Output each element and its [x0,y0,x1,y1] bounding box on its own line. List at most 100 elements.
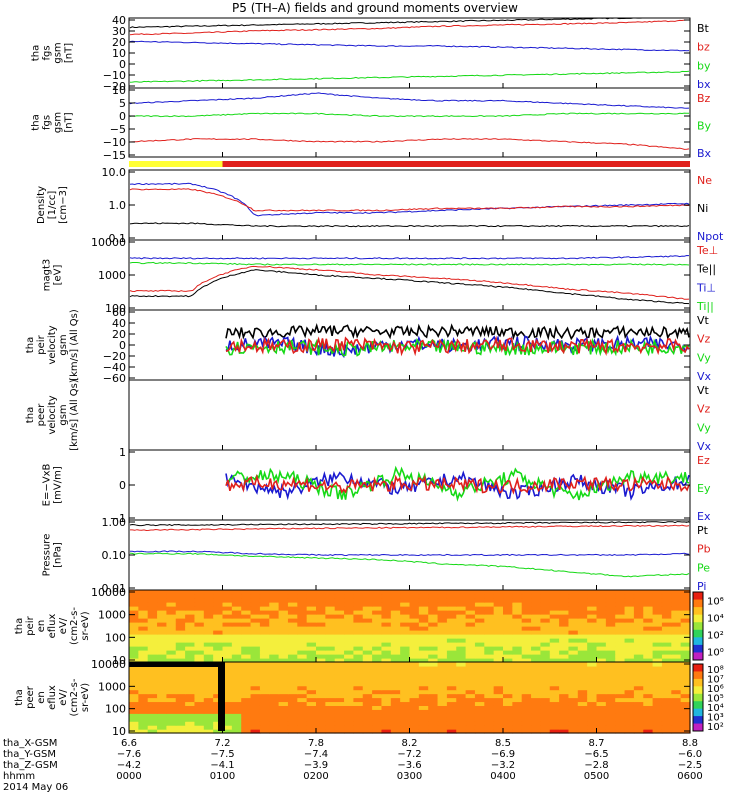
heatmap-cell [409,717,420,722]
heatmap-cell [194,725,205,730]
heatmap-cell [400,717,411,722]
heatmap-cell [652,697,663,703]
heatmap-cell [409,721,420,726]
heatmap-cell [400,610,411,615]
heatmap-cell [316,658,326,663]
heatmap-cell [671,673,682,679]
heatmap-cell [643,689,654,695]
heatmap-cell [231,630,242,635]
heatmap-cell [297,669,308,675]
heatmap-cell [166,665,177,671]
heatmap-cell [493,642,504,647]
heatmap-cell [643,662,654,667]
heatmap-cell [147,638,158,643]
heatmap-cell [353,634,364,639]
heatmap-cell [577,689,588,695]
heatmap-cell [437,721,448,726]
y-tick-label: 0 [119,339,126,352]
heatmap-cell [587,654,598,659]
heatmap-cell [287,598,298,603]
heatmap-cell [259,662,270,667]
heatmap-cell [559,654,570,659]
heatmap-cell [568,721,579,726]
heatmap-cell [400,681,411,687]
colorbar-band [693,708,703,717]
heatmap-cell [605,626,616,631]
heatmap-cell [596,693,607,699]
heatmap-cell [222,729,233,734]
heatmap-cell [484,701,495,706]
heatmap-cell [474,725,485,730]
heatmap-cell [250,673,261,679]
heatmap-cell [203,729,214,734]
y-axis-label-line: sr-eV) [80,611,91,640]
heatmap-cell [615,677,626,683]
heatmap-cell [577,677,588,683]
legend-entry: Npot [697,230,724,243]
heatmap-cell [559,685,570,691]
heatmap-cell [559,638,570,643]
heatmap-cell [540,622,551,627]
heatmap-cell [203,681,214,687]
heatmap-cell [512,729,523,734]
y-tick-label: 10 [112,47,126,60]
heatmap-cell [587,594,598,599]
heatmap-cell [362,729,373,734]
heatmap-cell [596,610,607,615]
heatmap-cell [269,713,280,718]
heatmap-cell [278,606,289,611]
heatmap-cell [456,662,467,667]
heatmap-cell [372,598,383,603]
heatmap-cell [446,598,457,603]
y-tick-label: −60 [103,372,126,385]
heatmap-cell [484,614,495,619]
heatmap-cell [194,606,205,611]
heatmap-cell [175,677,186,683]
heatmap-cell [493,662,504,667]
heatmap-cell [278,669,289,675]
heatmap-cell [241,717,252,722]
heatmap-cell [615,681,626,687]
heatmap-cell [661,626,672,631]
heatmap-cell [437,725,448,730]
heatmap-cell [633,654,644,659]
heatmap-cell [503,729,513,734]
heatmap-cell [671,709,682,714]
heatmap-cell [446,685,457,691]
heatmap-cell [428,646,439,651]
heatmap-cell [671,669,682,675]
heatmap-cell [157,689,167,695]
heatmap-cell [512,705,523,710]
series-line-vt [225,322,690,341]
heatmap-cell [362,590,373,595]
heatmap-cell [334,662,345,667]
heatmap-cell [259,658,270,663]
y-axis-label-line: velocity [47,325,58,364]
heatmap-cell [521,689,532,695]
heatmap-cell [633,622,644,627]
heatmap-cell [474,614,485,619]
heatmap-cell [390,658,401,663]
heatmap-cell [643,622,654,627]
heatmap-cell [185,626,196,631]
heatmap-cell [185,685,196,691]
heatmap-cell [661,610,672,615]
heatmap-cell [493,693,504,699]
heatmap-cell [559,614,570,619]
heatmap-cell [203,598,214,603]
heatmap-cell [446,669,457,675]
heatmap-cell [587,622,598,627]
heatmap-cell [418,669,429,675]
heatmap-cell [129,646,139,651]
heatmap-cell [175,622,186,627]
y-axis-label-line: Density [36,186,47,224]
heatmap-cell [652,602,663,607]
heatmap-cell [147,685,158,691]
heatmap-cell [568,673,579,679]
heatmap-cell [259,638,270,643]
heatmap-cell [325,602,336,607]
heatmap-cell [484,610,495,615]
heatmap-cell [409,614,420,619]
heatmap-cell [362,689,373,695]
heatmap-cell [334,681,345,687]
